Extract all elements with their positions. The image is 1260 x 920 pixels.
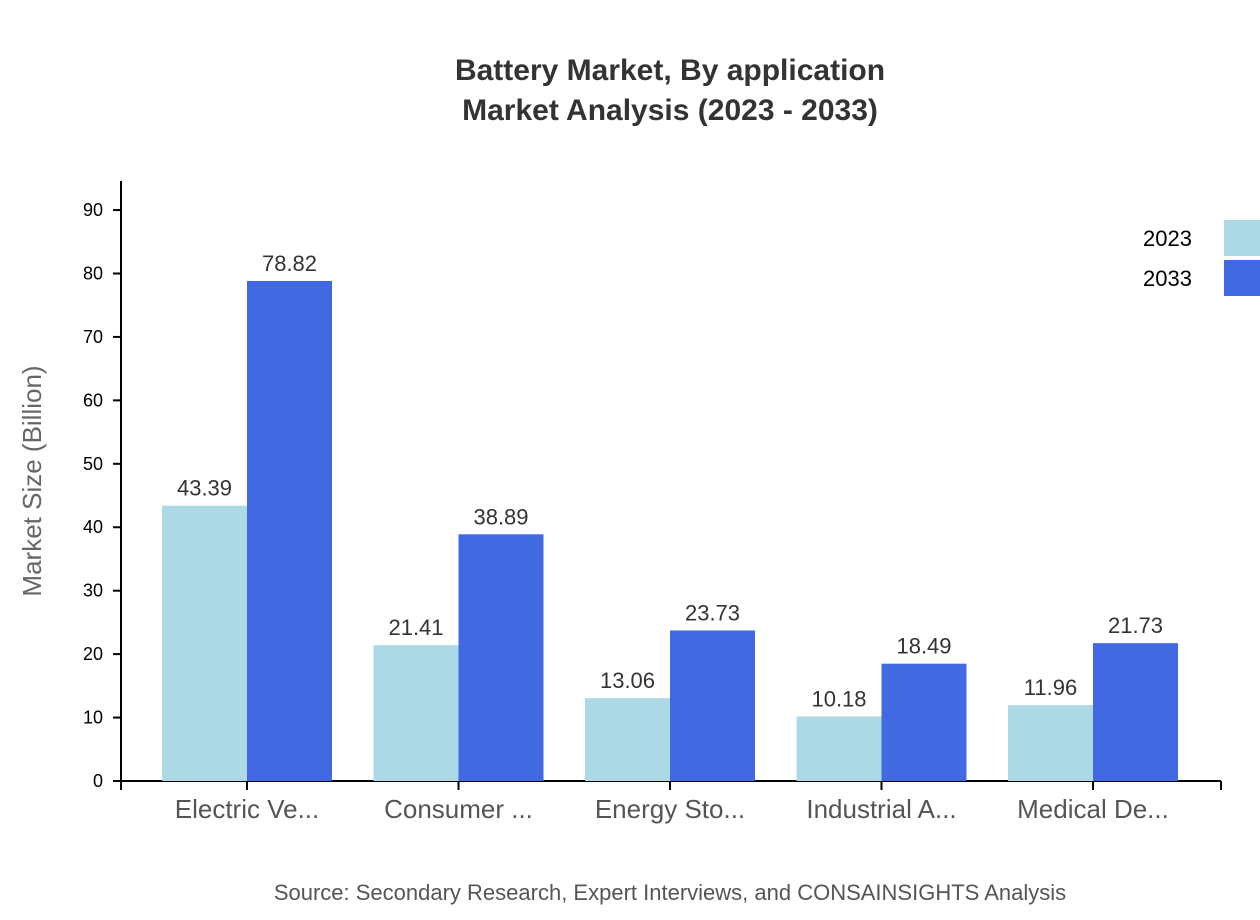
source-note: Source: Secondary Research, Expert Inter… (274, 880, 1066, 905)
y-tick-label: 20 (83, 644, 103, 664)
x-tick-label: Electric Ve... (175, 794, 320, 824)
legend-label: 2023 (1143, 226, 1192, 251)
chart-title: Battery Market, By application (455, 54, 885, 87)
data-label: 78.82 (262, 251, 317, 276)
legend-swatch (1224, 220, 1260, 256)
data-label: 21.73 (1108, 613, 1163, 638)
y-tick-label: 40 (83, 517, 103, 537)
y-tick-label: 80 (83, 263, 103, 283)
bar-2023 (796, 716, 882, 781)
bar-2033 (1093, 643, 1178, 781)
data-label: 10.18 (811, 686, 866, 711)
x-axis: Electric Ve... Consumer ... Energy Sto... I… (120, 780, 1222, 824)
bar-2023 (162, 505, 247, 781)
data-label: 21.41 (388, 615, 443, 640)
bar-2023 (1008, 705, 1093, 781)
y-tick-label: 30 (83, 581, 103, 601)
y-tick-label: 70 (83, 327, 103, 347)
bar-2033 (670, 630, 755, 781)
y-tick-label: 50 (83, 454, 103, 474)
data-label: 13.06 (600, 668, 655, 693)
y-axis-label: Market Size (Billion) (17, 365, 47, 596)
x-tick-label: Industrial A... (806, 794, 956, 824)
legend-label: 2033 (1143, 266, 1192, 291)
x-tick-label: Medical De... (1017, 794, 1169, 824)
legend-swatch (1224, 260, 1260, 296)
x-tick-label: Energy Sto... (595, 794, 745, 824)
bars: 43.39 78.82 21.41 38.89 13.06 23.73 10.18 18.49… (162, 251, 1178, 781)
y-tick-label: 90 (83, 200, 103, 220)
data-label: 11.96 (1024, 675, 1077, 700)
x-tick-label: Consumer ... (384, 794, 533, 824)
data-label: 18.49 (896, 634, 951, 659)
data-label: 23.73 (685, 600, 740, 625)
bar-2023 (585, 698, 670, 781)
chart-subtitle: Market Analysis (2023 - 2033) (462, 94, 878, 127)
y-tick-label: 60 (83, 390, 103, 410)
legend: 2023 2033 (1143, 220, 1260, 296)
bar-2033 (881, 663, 967, 781)
bar-2023 (373, 645, 459, 781)
data-label: 43.39 (177, 476, 232, 501)
y-tick-label: 0 (93, 771, 103, 791)
data-label: 38.89 (473, 504, 528, 529)
y-axis: 0 10 20 30 40 50 60 70 80 90 (83, 181, 122, 791)
bar-2033 (247, 280, 332, 781)
y-tick-label: 10 (83, 708, 103, 728)
bar-2033 (458, 534, 544, 781)
